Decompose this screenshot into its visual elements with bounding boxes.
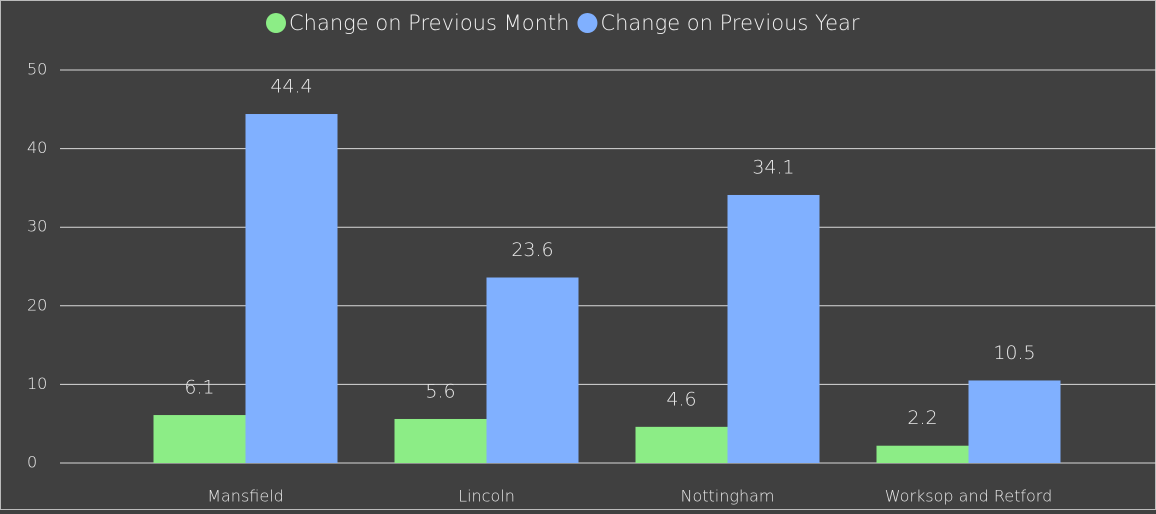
bar (245, 114, 338, 464)
bar (486, 277, 579, 463)
y-tick-label: 10 (27, 374, 47, 393)
y-tick-label: 0 (27, 453, 37, 472)
data-label: 5.6 (425, 380, 455, 402)
data-label: 2.2 (907, 407, 937, 429)
bar (635, 426, 728, 463)
bar (153, 415, 246, 463)
bar (394, 418, 487, 463)
legend-marker (266, 13, 286, 33)
y-tick-label: 30 (27, 217, 47, 236)
data-label: 10.5 (993, 342, 1035, 364)
legend-label: Change on Previous Year (600, 11, 859, 35)
bar (727, 194, 820, 463)
legend-label: Change on Previous Month (289, 11, 569, 35)
bar (876, 445, 969, 463)
y-tick-label: 50 (27, 60, 47, 79)
legend-marker (577, 13, 598, 33)
x-tick-label: Mansfield (207, 487, 284, 506)
x-tick-label: Lincoln (458, 487, 515, 506)
data-label: 4.6 (666, 388, 696, 410)
y-tick-label: 40 (27, 138, 47, 157)
data-label: 6.1 (184, 377, 214, 399)
data-label: 34.1 (752, 156, 794, 178)
data-label: 23.6 (511, 239, 553, 261)
bar (968, 380, 1061, 463)
data-label: 44.4 (270, 76, 312, 98)
x-tick-label: Worksop and Retford (885, 487, 1052, 506)
y-tick-label: 20 (27, 295, 47, 314)
x-tick-label: Nottingham (680, 487, 774, 506)
